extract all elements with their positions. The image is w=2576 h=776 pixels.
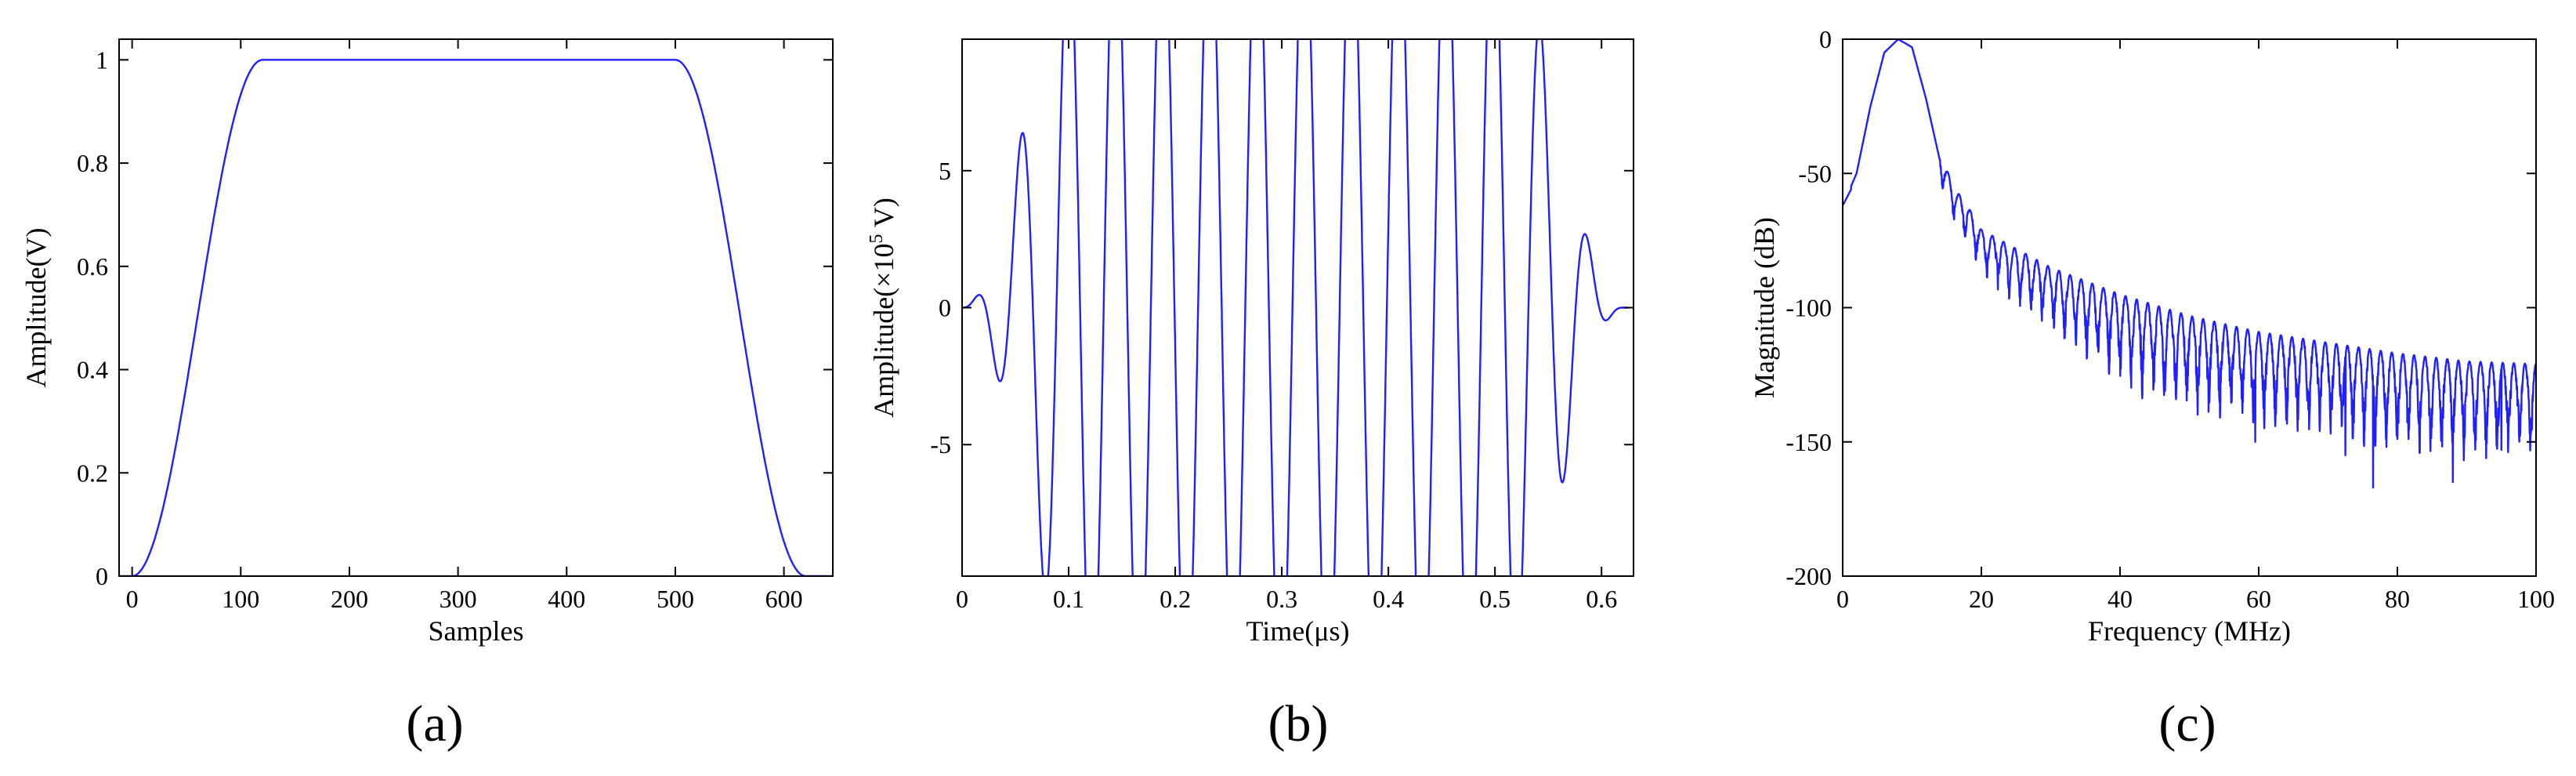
panel-label: (a) bbox=[406, 695, 463, 752]
y-tick-label: -5 bbox=[930, 430, 951, 459]
x-tick-label: 400 bbox=[548, 585, 585, 613]
series-line bbox=[962, 39, 1629, 576]
y-tick-label: 0.2 bbox=[77, 459, 108, 487]
y-tick-label: -200 bbox=[1785, 562, 1832, 590]
x-tick-label: 500 bbox=[657, 585, 694, 613]
chart-panel-a: 0 100 200 300 400 500 600 0 0.2 0.4 0.6 0.8 1 Samples… bbox=[20, 38, 834, 752]
x-tick-label: 100 bbox=[2517, 585, 2555, 613]
x-tick-label: 100 bbox=[222, 585, 259, 613]
y-tick-label: 0.6 bbox=[77, 252, 108, 281]
x-tick-label: 0.6 bbox=[1586, 585, 1617, 613]
panel-label: (c) bbox=[2158, 695, 2216, 752]
x-tick-label: 0.5 bbox=[1479, 585, 1511, 613]
x-tick-label: 60 bbox=[2246, 585, 2271, 613]
x-tick-label: 0.3 bbox=[1266, 585, 1297, 613]
x-tick-label: 0.2 bbox=[1160, 585, 1191, 613]
x-tick-label: 0 bbox=[1836, 585, 1849, 613]
y-axis-label: Amplitude(V) bbox=[20, 228, 52, 388]
x-tick-label: 0 bbox=[956, 585, 968, 613]
y-axis-label: Amplitude(×105 V) bbox=[867, 198, 899, 418]
x-tick-label: 20 bbox=[1969, 585, 1994, 613]
x-tick-label: 600 bbox=[765, 585, 803, 613]
y-tick-label: -100 bbox=[1785, 294, 1832, 322]
x-tick-label: 300 bbox=[440, 585, 477, 613]
y-tick-label: -50 bbox=[1798, 159, 1832, 187]
y-tick-label: 0.8 bbox=[77, 149, 108, 177]
y-tick-label: 5 bbox=[939, 157, 951, 185]
y-axis-label-unit: V) bbox=[868, 198, 899, 234]
y-tick-label: 0 bbox=[939, 294, 951, 322]
x-axis-label: Frequency (MHz) bbox=[2088, 615, 2291, 647]
y-tick-label: 0 bbox=[1819, 25, 1832, 53]
chart-panel-c: 0 20 40 60 80 100 -200 -150 -100 -50 0 Frequency (M… bbox=[1749, 25, 2555, 752]
y-tick-label: 0 bbox=[96, 562, 108, 590]
chart-panel-b: 0 0.1 0.2 0.3 0.4 0.5 0.6 -5 0 5 Time(μs) Amplitude… bbox=[867, 38, 1634, 752]
x-tick-label: 0.4 bbox=[1373, 585, 1404, 613]
x-tick-label: 40 bbox=[2107, 585, 2133, 613]
y-tick-label: 0.4 bbox=[77, 356, 108, 384]
series-line bbox=[1843, 39, 2536, 489]
y-axis-label: Magnitude (dB) bbox=[1749, 217, 1780, 398]
axes-frame bbox=[118, 38, 834, 577]
x-axis-label: Time(μs) bbox=[1246, 615, 1350, 647]
x-tick-label: 0 bbox=[126, 585, 139, 613]
y-tick-label: -150 bbox=[1785, 428, 1832, 456]
y-tick-label: 1 bbox=[96, 45, 108, 74]
panel-label: (b) bbox=[1268, 695, 1329, 752]
axes-frame bbox=[1842, 38, 2537, 577]
x-tick-label: 80 bbox=[2385, 585, 2410, 613]
series-line bbox=[119, 59, 833, 576]
x-tick-label: 200 bbox=[331, 585, 368, 613]
y-axis-label-exponent: 5 bbox=[867, 234, 887, 244]
x-tick-label: 0.1 bbox=[1053, 585, 1084, 613]
x-axis-label: Samples bbox=[429, 615, 524, 647]
